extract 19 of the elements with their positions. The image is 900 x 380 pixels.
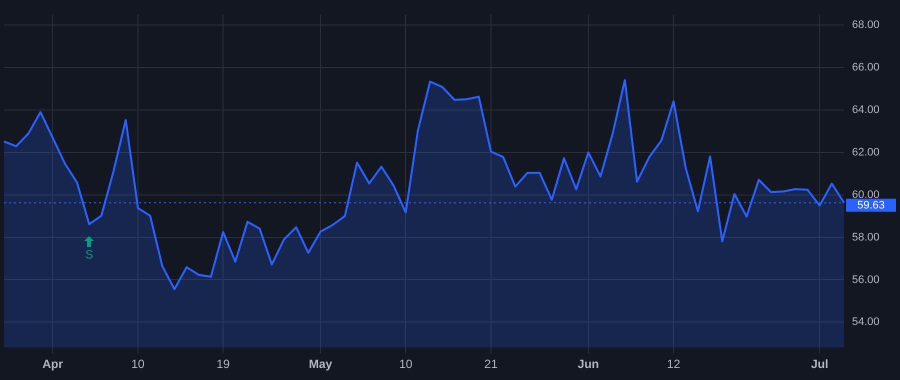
y-tick-label: 60.00	[852, 188, 880, 201]
annotation: S	[85, 247, 94, 262]
x-tick-label: 12	[666, 357, 681, 372]
x-tick-label: 10	[131, 357, 145, 372]
x-tick-label: Jun	[578, 357, 600, 372]
y-tick-label: 66.00	[852, 62, 880, 74]
x-tick-label: 19	[216, 357, 230, 372]
x-tick-label: 10	[399, 357, 413, 372]
y-tick-label: 64.00	[852, 104, 880, 116]
x-tick-label: 21	[484, 357, 498, 372]
x-tick-label: May	[308, 357, 333, 372]
y-tick-label: 56.00	[852, 274, 880, 286]
y-tick-label: 54.00	[852, 316, 880, 328]
y-tick-label: 58.00	[852, 231, 880, 244]
y-tick-label: 68.00	[852, 19, 880, 32]
x-tick-label: Jul	[810, 357, 828, 372]
ref-line-label: 59.63	[857, 199, 885, 212]
y-tick-label: 62.00	[852, 146, 880, 158]
x-tick-label: Apr	[42, 357, 64, 372]
